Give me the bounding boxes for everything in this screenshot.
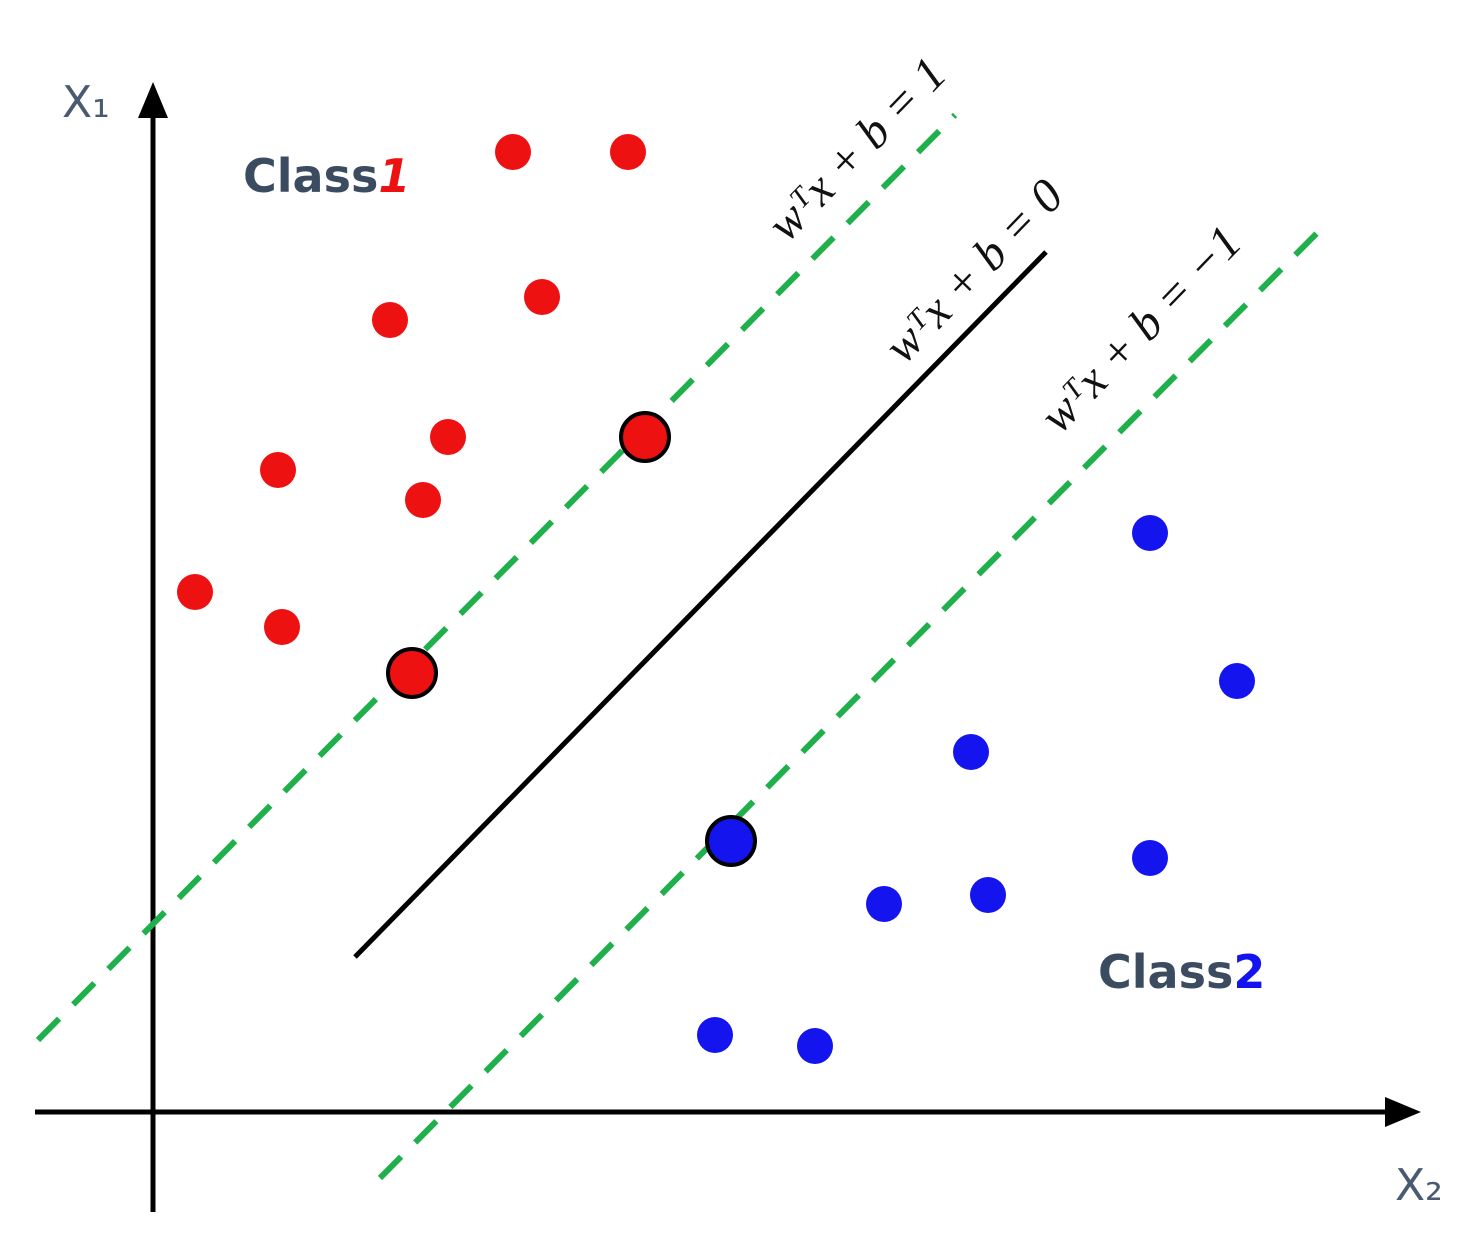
point — [372, 302, 408, 338]
margin-line — [35, 112, 958, 1043]
class-number: 1 — [378, 149, 410, 203]
arrowhead — [1385, 1097, 1421, 1127]
equation: wᵀx + b = 1 — [757, 47, 957, 251]
point — [177, 574, 213, 610]
axis-label: X₁ — [62, 77, 110, 128]
class-word: Class — [1098, 945, 1233, 999]
point — [866, 886, 902, 922]
class-number: 2 — [1233, 945, 1265, 999]
point — [495, 134, 531, 170]
class-label: Class1 — [243, 149, 410, 203]
class-word: Class — [243, 149, 378, 203]
class-label: Class2 — [1098, 945, 1265, 999]
point — [610, 134, 646, 170]
axes — [35, 82, 1421, 1212]
class-1-points — [177, 134, 671, 699]
point — [405, 482, 441, 518]
equation: wᵀx + b = 0 — [874, 169, 1074, 373]
point — [970, 877, 1006, 913]
arrowhead — [138, 82, 168, 118]
point — [1132, 515, 1168, 551]
point — [524, 279, 560, 315]
hyperplane — [353, 250, 1048, 959]
equation: wᵀx + b = −1 — [1030, 216, 1252, 443]
support-vector — [705, 815, 757, 867]
axis-label: X₂ — [1395, 1160, 1443, 1211]
class-2-points — [697, 515, 1255, 1064]
point — [1132, 840, 1168, 876]
point — [797, 1028, 833, 1064]
point — [1219, 663, 1255, 699]
point — [264, 609, 300, 645]
support-vector — [619, 411, 671, 463]
point — [953, 734, 989, 770]
point — [260, 452, 296, 488]
support-vector — [386, 647, 438, 699]
margin-line — [377, 225, 1325, 1181]
point — [430, 419, 466, 455]
point — [697, 1017, 733, 1053]
